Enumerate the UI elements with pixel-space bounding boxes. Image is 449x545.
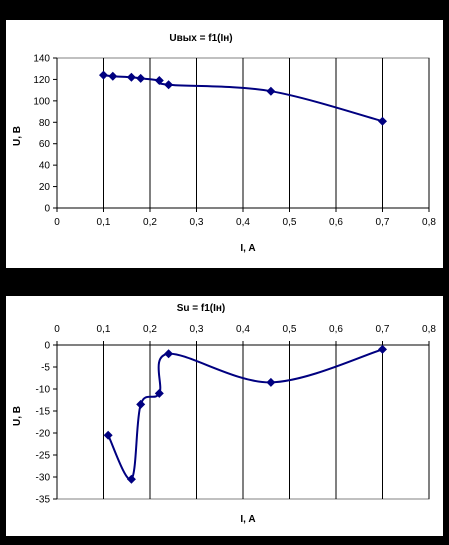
x-tick-label: 0,2	[143, 324, 157, 335]
data-point	[266, 377, 276, 387]
y-tick-label: -30	[36, 473, 51, 484]
y-tick-label: 140	[33, 54, 50, 65]
y-tick-label: 80	[39, 118, 51, 129]
x-tick-label: 0,5	[283, 324, 297, 335]
x-tick-label: 0,7	[376, 217, 390, 228]
y-axis-label: U, B	[12, 406, 23, 426]
x-tick-label: 0,3	[190, 324, 204, 335]
x-tick-label: 0,5	[283, 217, 297, 228]
data-point	[154, 76, 164, 85]
chart-panel-voltage: Uвых = f1(Iн) I, A U, B 0 0,1 0,2 0,3 0,4 0,5…	[6, 20, 443, 268]
x-tick-label: 0	[54, 217, 60, 228]
y-tick-label: 60	[39, 139, 51, 150]
data-point	[108, 71, 118, 81]
data-point	[136, 73, 146, 83]
x-tick-label: 0	[54, 324, 60, 335]
x-tick-label: 0,3	[190, 217, 204, 228]
data-point	[99, 70, 108, 80]
chart-title: Uвых = f1(Iн)	[169, 33, 232, 44]
y-tick-label: -20	[36, 429, 51, 440]
x-tick-label: 0,7	[376, 324, 390, 335]
y-tick-label: -35	[36, 495, 51, 506]
y-tick-label: -5	[41, 363, 50, 374]
y-tick-label: -25	[36, 451, 51, 462]
y-tick-label: 0	[44, 341, 50, 352]
x-axis-label: I, A	[240, 514, 255, 525]
x-tick-label: 0,1	[97, 324, 111, 335]
y-tick-label: 120	[33, 75, 50, 86]
y-tick-label: -10	[36, 385, 51, 396]
x-tick-label: 0,2	[143, 217, 157, 228]
y-tick-label: 100	[33, 96, 50, 107]
x-tick-label: 0,1	[97, 217, 111, 228]
x-tick-label: 0,6	[329, 217, 343, 228]
data-point	[378, 116, 387, 126]
x-axis-label: I, A	[240, 243, 255, 254]
data-point	[164, 349, 174, 359]
instability-chart: Su = f1(Iн) I, A U, B 0 0,1 0,2 0,3 0,4 0,5 0,…	[12, 303, 436, 525]
chart-panel-instability: Su = f1(Iн) I, A U, B 0 0,1 0,2 0,3 0,4 0,5 0,…	[6, 296, 443, 536]
data-point	[136, 399, 146, 409]
data-point	[378, 344, 387, 354]
x-tick-label: 0,6	[329, 324, 343, 335]
x-tick-label: 0,4	[236, 217, 250, 228]
x-tick-label: 0,4	[236, 324, 250, 335]
data-point	[154, 388, 164, 398]
y-tick-label: 20	[39, 182, 51, 193]
x-tick-label: 0,8	[422, 324, 436, 335]
data-point	[266, 86, 276, 96]
y-tick-label: 40	[39, 161, 51, 172]
chart-title: Su = f1(Iн)	[177, 303, 226, 314]
data-point	[103, 430, 113, 440]
y-tick-label: 0	[44, 204, 50, 215]
data-point	[126, 474, 136, 484]
y-axis-label: U, B	[12, 126, 23, 146]
data-point	[164, 80, 174, 90]
voltage-chart: Uвых = f1(Iн) I, A U, B 0 0,1 0,2 0,3 0,4 0,5…	[12, 33, 436, 254]
x-tick-label: 0,8	[422, 217, 436, 228]
y-tick-label: -15	[36, 407, 51, 418]
